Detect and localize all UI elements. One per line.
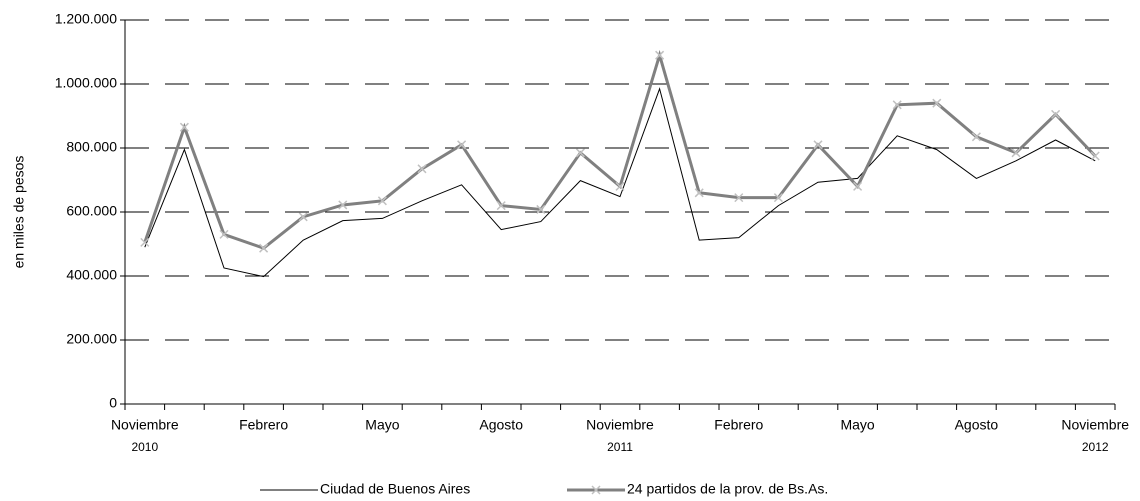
x-year-label: 2010 <box>131 440 158 454</box>
series-line <box>144 87 1096 278</box>
series-marker <box>892 100 902 110</box>
y-tick-label: 400.000 <box>66 267 117 283</box>
x-tick-label: Mayo <box>840 417 874 433</box>
series-marker <box>338 200 348 210</box>
series-marker <box>734 193 744 203</box>
x-tick-label: Agosto <box>479 417 523 433</box>
series-marker <box>417 164 427 174</box>
series-marker <box>853 181 863 191</box>
series-marker <box>773 193 783 203</box>
y-tick-label: 1.000.000 <box>55 75 117 91</box>
series-marker <box>615 181 625 191</box>
x-tick-label: Agosto <box>955 417 999 433</box>
x-year-label: 2011 <box>607 440 633 454</box>
series-marker <box>1051 109 1061 119</box>
series-marker <box>694 188 704 198</box>
series-marker <box>575 148 585 158</box>
x-tick-label: Noviembre <box>111 417 179 433</box>
y-tick-label: 0 <box>109 395 117 411</box>
y-tick-label: 200.000 <box>66 331 117 347</box>
series-marker <box>536 204 546 214</box>
series-marker <box>1011 148 1021 158</box>
series-marker <box>496 201 506 211</box>
x-tick-label: Febrero <box>239 417 288 433</box>
series-marker <box>457 140 467 150</box>
series-marker <box>1090 151 1100 161</box>
y-tick-label: 800.000 <box>66 139 117 155</box>
legend-label: 24 partidos de la prov. de Bs.As. <box>627 481 828 497</box>
x-tick-label: Febrero <box>714 417 763 433</box>
series-marker <box>377 196 387 206</box>
series-marker <box>298 212 308 222</box>
series-marker <box>140 237 150 247</box>
x-tick-label: Mayo <box>365 417 399 433</box>
y-axis-label: en miles de pesos <box>11 156 27 269</box>
series-marker <box>259 243 269 253</box>
y-tick-label: 1.200.000 <box>55 11 117 27</box>
legend-marker <box>591 485 601 495</box>
series-marker <box>655 50 665 60</box>
series-marker <box>179 122 189 132</box>
y-tick-label: 600.000 <box>66 203 117 219</box>
x-tick-label: Noviembre <box>1061 417 1129 433</box>
x-year-label: 2012 <box>1082 440 1109 454</box>
series-marker <box>219 229 229 239</box>
series-marker <box>813 140 823 150</box>
x-tick-label: Noviembre <box>586 417 654 433</box>
series-marker <box>971 132 981 142</box>
legend-label: Ciudad de Buenos Aires <box>320 481 470 497</box>
series-marker <box>932 98 942 108</box>
